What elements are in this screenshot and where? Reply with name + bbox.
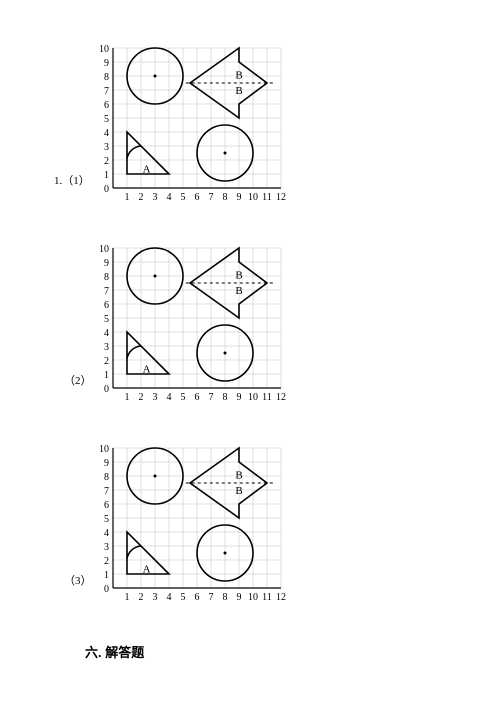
- grid-figure-3: 012345678910123456789101112ABB: [85, 440, 315, 615]
- svg-text:4: 4: [104, 128, 109, 139]
- svg-text:6: 6: [195, 192, 200, 203]
- svg-text:10: 10: [248, 192, 258, 203]
- svg-text:6: 6: [104, 100, 109, 111]
- svg-text:A: A: [143, 563, 151, 575]
- svg-text:7: 7: [104, 286, 109, 297]
- svg-text:11: 11: [262, 392, 272, 403]
- svg-text:6: 6: [104, 300, 109, 311]
- figure-2: 012345678910123456789101112ABB: [85, 240, 315, 419]
- svg-text:3: 3: [104, 142, 109, 153]
- svg-text:5: 5: [104, 114, 109, 125]
- svg-text:11: 11: [262, 592, 272, 603]
- svg-text:1: 1: [125, 392, 130, 403]
- svg-text:5: 5: [181, 392, 186, 403]
- svg-text:1: 1: [125, 192, 130, 203]
- svg-text:6: 6: [195, 592, 200, 603]
- svg-text:7: 7: [209, 592, 214, 603]
- svg-text:7: 7: [209, 392, 214, 403]
- svg-text:10: 10: [99, 444, 109, 455]
- svg-text:5: 5: [181, 192, 186, 203]
- svg-text:4: 4: [167, 392, 172, 403]
- svg-text:7: 7: [209, 192, 214, 203]
- figure-2-label: （2）: [64, 372, 92, 388]
- figure-1-label: 1.（1）: [54, 172, 90, 188]
- svg-text:2: 2: [104, 556, 109, 567]
- svg-text:8: 8: [104, 272, 109, 283]
- svg-text:9: 9: [237, 392, 242, 403]
- svg-text:8: 8: [223, 192, 228, 203]
- grid-figure-1: 012345678910123456789101112ABB: [85, 40, 315, 215]
- svg-text:10: 10: [99, 244, 109, 255]
- svg-text:1: 1: [104, 170, 109, 181]
- svg-text:2: 2: [139, 192, 144, 203]
- svg-text:9: 9: [237, 192, 242, 203]
- svg-text:B: B: [235, 470, 242, 482]
- svg-text:2: 2: [104, 156, 109, 167]
- svg-text:5: 5: [104, 314, 109, 325]
- svg-text:11: 11: [262, 192, 272, 203]
- svg-text:5: 5: [181, 592, 186, 603]
- svg-text:A: A: [143, 363, 151, 375]
- svg-text:4: 4: [104, 528, 109, 539]
- svg-text:9: 9: [237, 592, 242, 603]
- svg-text:3: 3: [104, 542, 109, 553]
- svg-text:B: B: [235, 285, 242, 297]
- svg-text:4: 4: [104, 328, 109, 339]
- svg-text:10: 10: [248, 592, 258, 603]
- svg-text:3: 3: [153, 192, 158, 203]
- svg-text:2: 2: [139, 592, 144, 603]
- svg-text:2: 2: [139, 392, 144, 403]
- svg-text:3: 3: [104, 342, 109, 353]
- section-heading: 六. 解答题: [85, 642, 144, 661]
- svg-text:0: 0: [104, 184, 109, 195]
- svg-text:10: 10: [248, 392, 258, 403]
- svg-text:5: 5: [104, 514, 109, 525]
- svg-text:1: 1: [104, 370, 109, 381]
- svg-text:7: 7: [104, 486, 109, 497]
- svg-text:10: 10: [99, 44, 109, 55]
- svg-text:12: 12: [276, 192, 286, 203]
- svg-text:7: 7: [104, 86, 109, 97]
- svg-text:9: 9: [104, 58, 109, 69]
- svg-text:3: 3: [153, 592, 158, 603]
- svg-text:B: B: [235, 85, 242, 97]
- svg-text:8: 8: [104, 472, 109, 483]
- grid-figure-2: 012345678910123456789101112ABB: [85, 240, 315, 415]
- svg-text:B: B: [235, 270, 242, 282]
- svg-text:8: 8: [104, 72, 109, 83]
- svg-text:1: 1: [125, 592, 130, 603]
- svg-text:12: 12: [276, 392, 286, 403]
- svg-text:9: 9: [104, 258, 109, 269]
- svg-text:8: 8: [223, 592, 228, 603]
- figure-3: 012345678910123456789101112ABB: [85, 440, 315, 619]
- figure-1: 012345678910123456789101112ABB: [85, 40, 315, 219]
- svg-text:12: 12: [276, 592, 286, 603]
- svg-text:0: 0: [104, 384, 109, 395]
- svg-text:1: 1: [104, 570, 109, 581]
- svg-text:3: 3: [153, 392, 158, 403]
- svg-text:6: 6: [104, 500, 109, 511]
- svg-text:4: 4: [167, 592, 172, 603]
- svg-text:0: 0: [104, 584, 109, 595]
- svg-text:9: 9: [104, 458, 109, 469]
- figure-3-label: （3）: [64, 572, 92, 588]
- svg-text:8: 8: [223, 392, 228, 403]
- svg-text:6: 6: [195, 392, 200, 403]
- svg-text:A: A: [143, 163, 151, 175]
- svg-text:2: 2: [104, 356, 109, 367]
- svg-text:4: 4: [167, 192, 172, 203]
- svg-text:B: B: [235, 485, 242, 497]
- svg-text:B: B: [235, 70, 242, 82]
